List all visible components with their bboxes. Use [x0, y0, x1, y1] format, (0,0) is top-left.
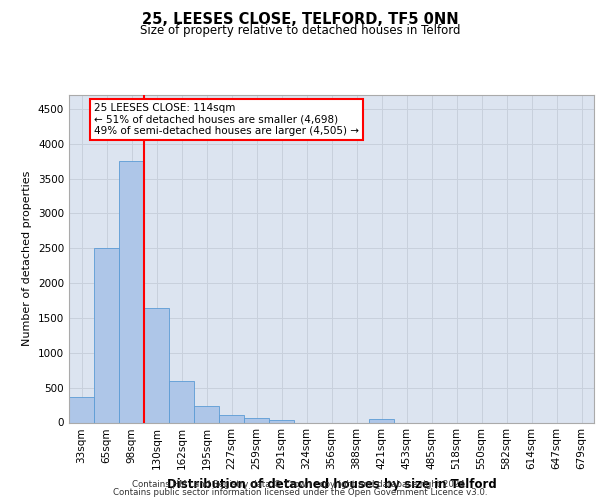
Y-axis label: Number of detached properties: Number of detached properties: [22, 171, 32, 346]
Bar: [269, 420, 294, 422]
Bar: [94, 248, 119, 422]
Text: Contains HM Land Registry data © Crown copyright and database right 2024.: Contains HM Land Registry data © Crown c…: [132, 480, 468, 489]
Bar: [369, 418, 394, 422]
Text: 25, LEESES CLOSE, TELFORD, TF5 0NN: 25, LEESES CLOSE, TELFORD, TF5 0NN: [142, 12, 458, 28]
Bar: [244, 418, 269, 422]
Text: Size of property relative to detached houses in Telford: Size of property relative to detached ho…: [140, 24, 460, 37]
Bar: [194, 406, 219, 422]
Bar: [69, 396, 94, 422]
Bar: [169, 382, 194, 422]
Bar: [219, 415, 244, 422]
Bar: [119, 161, 144, 422]
Text: 25 LEESES CLOSE: 114sqm
← 51% of detached houses are smaller (4,698)
49% of semi: 25 LEESES CLOSE: 114sqm ← 51% of detache…: [94, 103, 359, 136]
Bar: [144, 308, 169, 422]
X-axis label: Distribution of detached houses by size in Telford: Distribution of detached houses by size …: [167, 478, 496, 491]
Text: Contains public sector information licensed under the Open Government Licence v3: Contains public sector information licen…: [113, 488, 487, 497]
